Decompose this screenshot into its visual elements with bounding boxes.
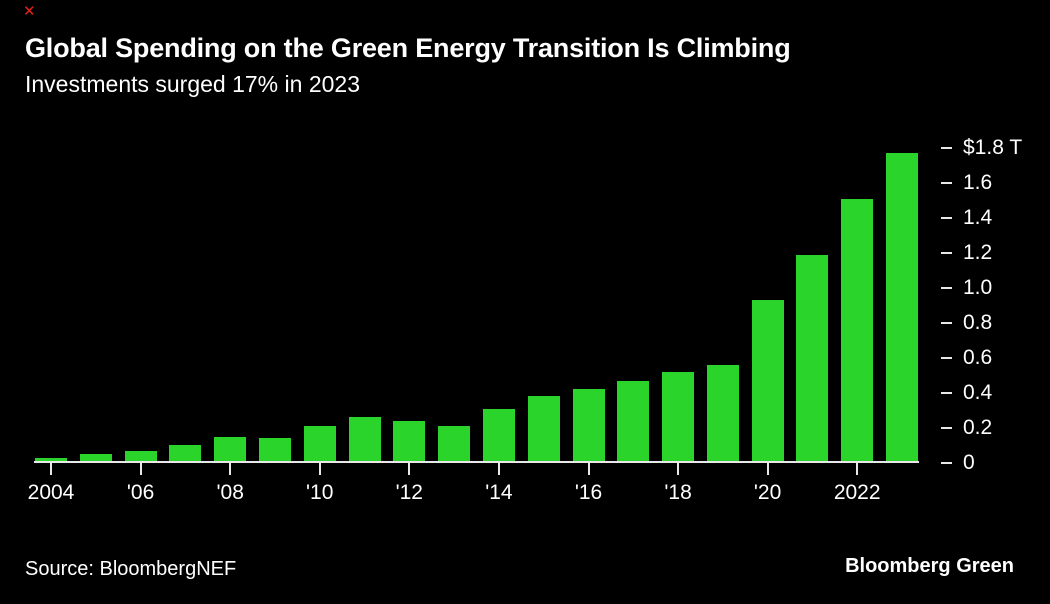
x-tick-2006 (139, 463, 142, 475)
brand-wordmark: Bloomberg Green (845, 555, 1014, 577)
x-tick-2020 (766, 463, 769, 475)
y-tick-1.4 (941, 217, 952, 219)
x-axis-line (34, 461, 919, 463)
x-label-2022: 2022 (833, 481, 881, 504)
y-label-1.6: 1.6 (963, 171, 993, 194)
bar-2014 (482, 409, 515, 463)
x-tick-2012 (408, 463, 411, 475)
y-label-0.2: 0.2 (963, 416, 993, 439)
x-label-2014: '14 (485, 481, 513, 504)
chart-subtitle: Investments surged 17% in 2023 (25, 71, 360, 97)
bar-2010 (303, 426, 336, 463)
x-tick-2022 (856, 463, 859, 475)
y-tick-0.6 (941, 357, 952, 359)
bar-2013 (438, 426, 471, 463)
y-label-0.4: 0.4 (963, 381, 993, 404)
x-label-2010: '10 (306, 481, 334, 504)
y-label-1.0: 1.0 (963, 276, 993, 299)
x-label-2016: '16 (574, 481, 603, 504)
x-label-2012: '12 (395, 481, 423, 504)
bar-2017 (617, 381, 650, 463)
bar-2016 (572, 389, 605, 463)
bar-2022 (841, 199, 874, 463)
y-tick-1.6 (941, 182, 952, 184)
y-label-0: 0 (963, 451, 975, 474)
bar-2021 (796, 255, 829, 463)
chart-title: Global Spending on the Green Energy Tran… (25, 33, 791, 63)
x-label-2020: '20 (753, 481, 782, 504)
y-tick-1.0 (941, 287, 952, 289)
bar-2004 (35, 458, 67, 463)
y-tick-1.2 (941, 252, 952, 254)
bar-2011 (348, 417, 381, 463)
y-tick-0.2 (941, 427, 952, 429)
bar-2012 (393, 421, 426, 463)
x-tick-2014 (497, 463, 500, 475)
bar-2007 (169, 445, 202, 463)
bar-2015 (527, 396, 560, 463)
y-tick-0.8 (941, 322, 952, 324)
y-label-1.4: 1.4 (963, 206, 993, 229)
y-label-0.6: 0.6 (963, 346, 993, 369)
bar-2008 (214, 437, 247, 463)
y-label-1.8: $1.8 T (963, 136, 1023, 159)
source-label: Source: BloombergNEF (25, 558, 237, 580)
close-x-icon[interactable]: ✕ (23, 3, 36, 20)
x-tick-2004 (50, 463, 52, 475)
bar-2009 (258, 438, 291, 463)
x-label-2018: '18 (664, 481, 692, 504)
x-tick-2016 (587, 463, 590, 475)
x-tick-2008 (229, 463, 232, 475)
x-label-2004: 2004 (27, 481, 75, 504)
x-tick-2018 (677, 463, 680, 475)
bar-2019 (706, 365, 739, 463)
bar-2005 (79, 454, 112, 463)
x-label-2008: '08 (216, 481, 244, 504)
y-label-0.8: 0.8 (963, 311, 993, 334)
y-label-1.2: 1.2 (963, 241, 993, 264)
bar-2018 (662, 372, 695, 463)
y-tick-0.4 (941, 392, 952, 394)
x-label-2006: '06 (126, 481, 155, 504)
bar-2006 (124, 451, 157, 463)
y-tick-1.8 (941, 147, 952, 149)
bar-2023 (886, 153, 918, 463)
x-tick-2010 (318, 463, 321, 475)
bar-2020 (751, 300, 784, 463)
y-tick-0 (941, 462, 952, 464)
